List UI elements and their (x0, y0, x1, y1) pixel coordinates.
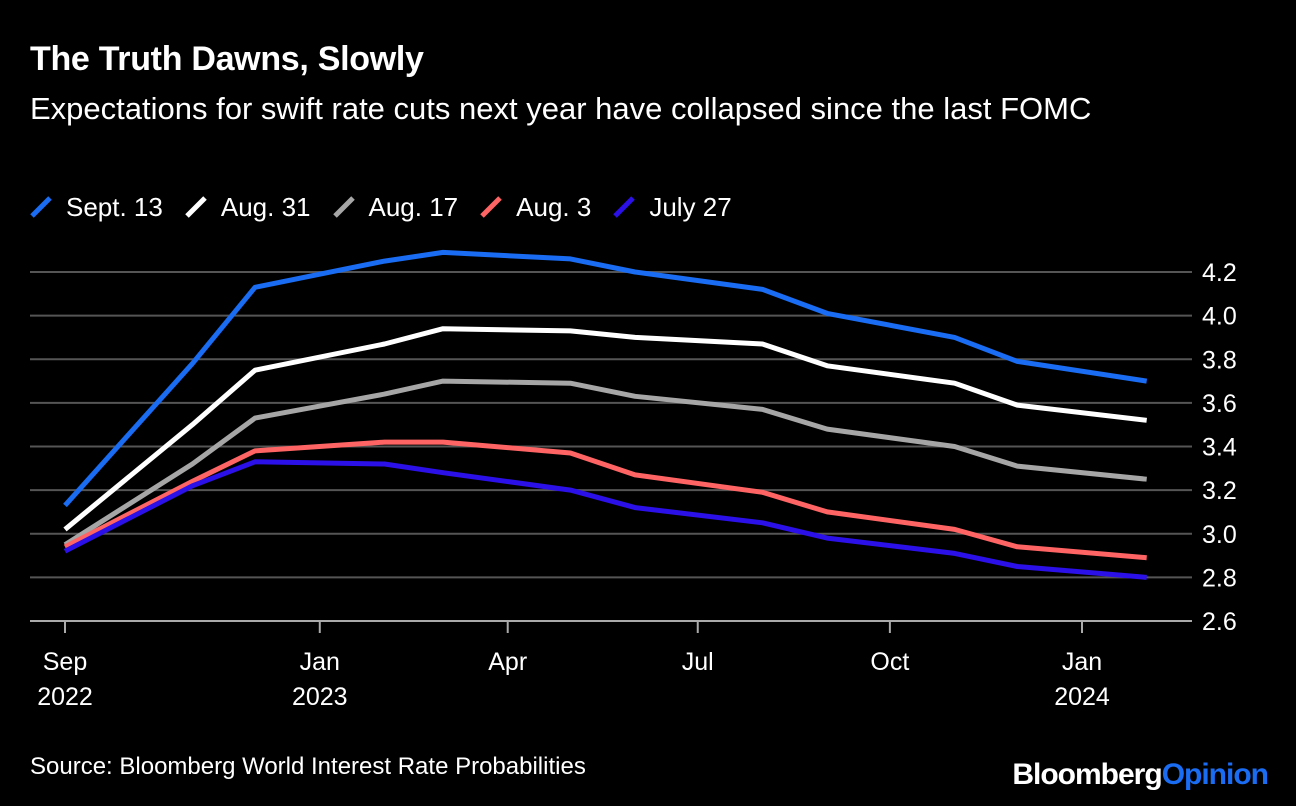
source-note: Source: Bloomberg World Interest Rate Pr… (30, 753, 586, 780)
series-line (63, 378, 1147, 547)
series-line (63, 459, 1147, 580)
legend-label: Aug. 31 (220, 191, 311, 222)
chart-subtitle: Expectations for swift rate cuts next ye… (30, 91, 1092, 126)
x-tick-label: Sep (43, 648, 87, 676)
y-axis: 4.2 4.0 3.8 3.6 3.4 3.2 3.0 2.8 2.6 (1202, 259, 1237, 636)
legend-item: July 27 (613, 191, 732, 223)
x-tick-label: Jul (682, 648, 714, 676)
x-tick-year-label: 2022 (37, 683, 93, 711)
x-tick-label: Jan (1062, 648, 1102, 676)
legend-item: Aug. 3 (480, 192, 591, 223)
legend-swatch-icon (30, 196, 52, 218)
x-tick-label: Apr (488, 648, 527, 676)
x-tick-year-label: 2024 (1054, 683, 1110, 711)
legend-label: Aug. 17 (368, 191, 459, 222)
legend-item: Sept. 13 (30, 192, 163, 223)
x-axis-labels: Sep 2022 Jan 2023 Apr Jul Oct Jan 2024 (37, 648, 1110, 711)
x-tick-year-label: 2023 (292, 683, 348, 711)
legend-swatch-icon (185, 196, 207, 218)
x-tick-label: Jan (300, 648, 340, 676)
series-line (63, 439, 1147, 561)
legend-item: Aug. 17 (332, 191, 459, 223)
legend-label: Sept. 13 (66, 191, 163, 222)
legend-swatch-icon (613, 196, 636, 218)
y-tick-label: 3.4 (1202, 434, 1237, 462)
series-line (63, 249, 1148, 508)
legend-swatch-icon (332, 196, 355, 218)
y-tick-label: 3.6 (1202, 390, 1237, 418)
legend-label: Aug. 3 (516, 191, 592, 222)
bloomberg-opinion-logo: BloombergOpinion (1012, 758, 1269, 792)
x-tick-label: Oct (870, 648, 909, 676)
series-line (63, 326, 1147, 532)
chart-title: The Truth Dawns, Slowly (30, 40, 424, 78)
y-tick-label: 2.8 (1202, 564, 1237, 592)
series-lines (63, 249, 1148, 580)
grid-lines (30, 271, 1192, 579)
y-tick-label: 3.8 (1202, 346, 1237, 374)
y-tick-label: 3.0 (1202, 521, 1237, 549)
x-axis (30, 620, 1192, 633)
y-tick-label: 2.6 (1202, 608, 1237, 636)
legend-swatch-icon (480, 196, 502, 218)
legend: Sept. 13 Aug. 31 Aug. 17 Aug. 3 July 27 (30, 190, 754, 224)
logo-bloomberg-text: Bloomberg (1012, 758, 1162, 791)
legend-label: July 27 (649, 191, 732, 222)
y-tick-label: 4.2 (1202, 259, 1237, 287)
y-tick-label: 3.2 (1202, 477, 1237, 505)
logo-opinion-text: Opinion (1161, 758, 1269, 791)
legend-item: Aug. 31 (185, 192, 311, 223)
y-tick-label: 4.0 (1202, 303, 1237, 331)
